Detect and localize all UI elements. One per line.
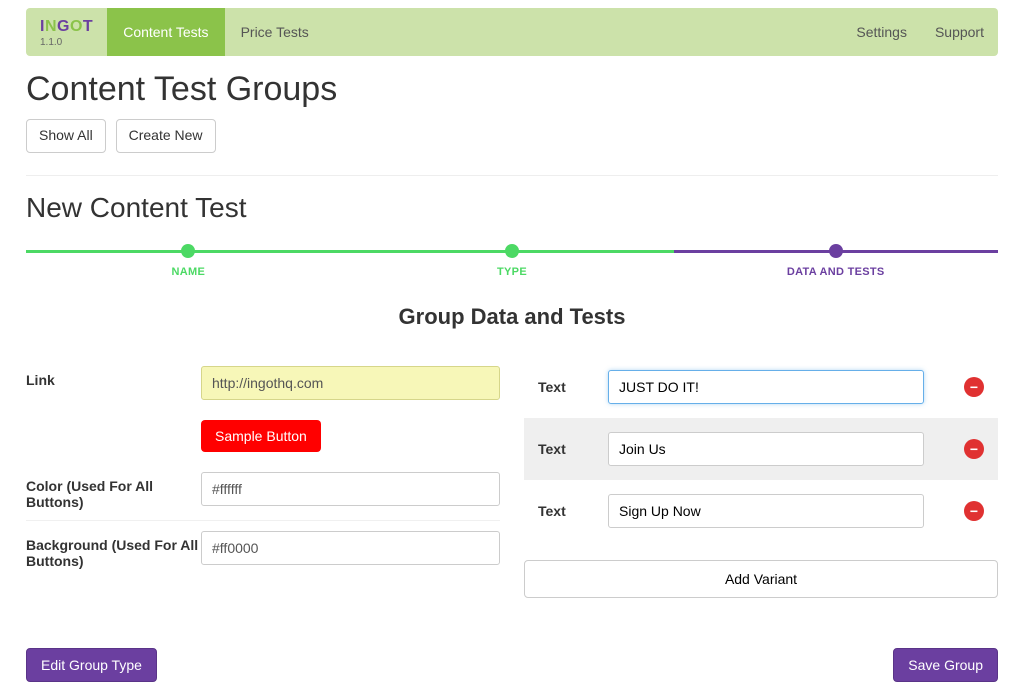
variant-row: Text − <box>524 418 998 480</box>
link-input[interactable] <box>201 366 500 400</box>
edit-group-type-button[interactable]: Edit Group Type <box>26 648 157 682</box>
label-link: Link <box>26 366 201 388</box>
step-label-data: DATA AND TESTS <box>787 266 885 278</box>
step-dot-type[interactable] <box>505 244 519 258</box>
step-dot-name[interactable] <box>181 244 195 258</box>
label-color: Color (Used For All Buttons) <box>26 472 201 510</box>
save-group-button[interactable]: Save Group <box>893 648 998 682</box>
divider <box>26 175 998 176</box>
variant-input-2[interactable] <box>608 494 924 528</box>
form-heading: Group Data and Tests <box>26 304 998 330</box>
page-actions: Show All Create New <box>26 119 998 153</box>
add-variant-button[interactable]: Add Variant <box>524 560 998 598</box>
wizard-stepper: NAME TYPE DATA AND TESTS <box>26 242 998 282</box>
background-input[interactable] <box>201 531 500 565</box>
minus-icon: − <box>970 379 978 395</box>
variant-label: Text <box>534 441 594 457</box>
show-all-button[interactable]: Show All <box>26 119 106 153</box>
minus-icon: − <box>970 503 978 519</box>
step-dot-data[interactable] <box>829 244 843 258</box>
variant-row: Text − <box>524 356 998 418</box>
label-background: Background (Used For All Buttons) <box>26 531 201 569</box>
variant-label: Text <box>534 503 594 519</box>
row-sample-button: Sample Button <box>26 410 500 462</box>
create-new-button[interactable]: Create New <box>116 119 216 153</box>
step-label-type: TYPE <box>497 266 527 278</box>
page-title: Content Test Groups <box>26 70 998 109</box>
footer-actions: Edit Group Type Save Group <box>26 648 998 682</box>
brand: INGOT 1.1.0 <box>26 8 107 56</box>
top-nav: INGOT 1.1.0 Content Tests Price Tests Se… <box>26 8 998 56</box>
step-label-name: NAME <box>172 266 206 278</box>
remove-variant-1[interactable]: − <box>964 439 984 459</box>
row-background: Background (Used For All Buttons) <box>26 520 500 579</box>
form-left: Link Sample Button Color (Used For All B… <box>26 356 500 598</box>
variant-input-0[interactable] <box>608 370 924 404</box>
nav-right: Settings Support <box>842 8 998 56</box>
variant-row: Text − <box>524 480 998 542</box>
variant-input-1[interactable] <box>608 432 924 466</box>
remove-variant-2[interactable]: − <box>964 501 984 521</box>
brand-version: 1.1.0 <box>40 37 93 48</box>
minus-icon: − <box>970 441 978 457</box>
nav-support[interactable]: Support <box>921 8 998 56</box>
row-color: Color (Used For All Buttons) <box>26 462 500 520</box>
nav-settings[interactable]: Settings <box>842 8 921 56</box>
remove-variant-0[interactable]: − <box>964 377 984 397</box>
row-link: Link <box>26 356 500 410</box>
form-columns: Link Sample Button Color (Used For All B… <box>26 356 998 598</box>
wizard-title: New Content Test <box>26 192 998 224</box>
tab-price-tests[interactable]: Price Tests <box>225 8 325 56</box>
form-right: Text − Text − Text − Add <box>524 356 998 598</box>
tab-content-tests[interactable]: Content Tests <box>107 8 224 56</box>
sample-button: Sample Button <box>201 420 321 452</box>
nav-tabs: Content Tests Price Tests <box>107 8 325 56</box>
brand-logo: INGOT <box>40 18 93 36</box>
variant-label: Text <box>534 379 594 395</box>
color-input[interactable] <box>201 472 500 506</box>
